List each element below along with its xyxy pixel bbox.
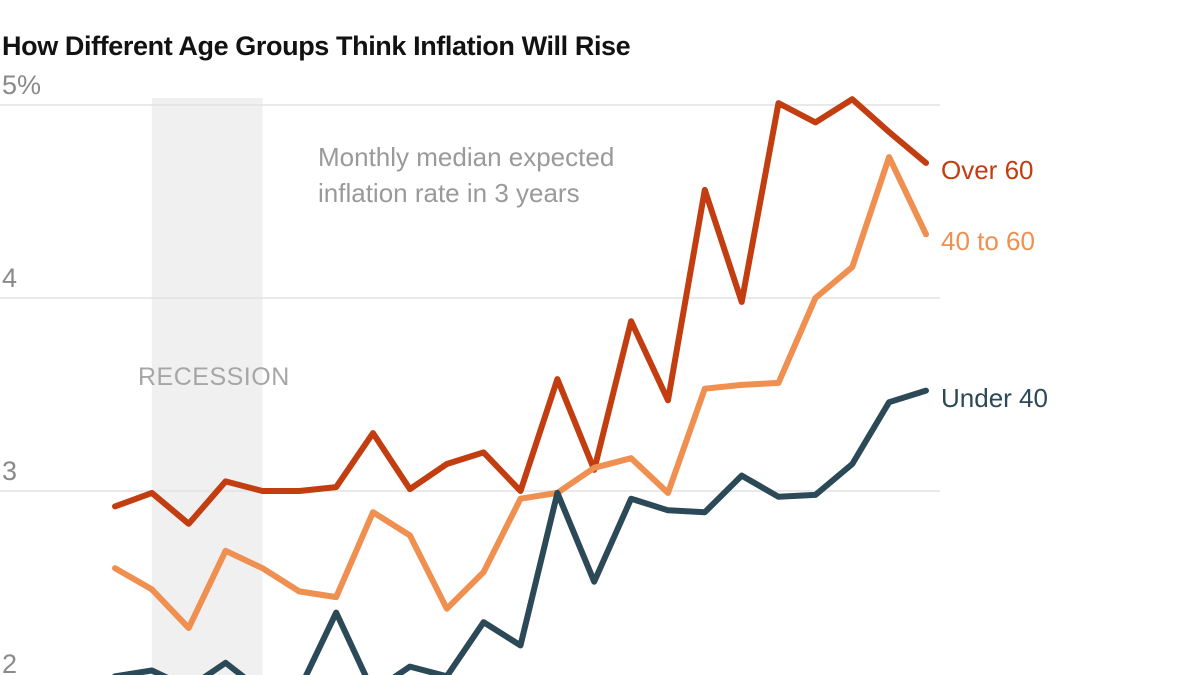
line-under-40 xyxy=(112,387,929,675)
chart-subtitle-annotation: Monthly median expected inflation rate i… xyxy=(318,139,614,211)
y-axis-tick-label-2: 2 xyxy=(2,649,18,675)
y-axis-tick-label-5: 5% xyxy=(2,70,42,100)
y-axis-tick-label-3: 3 xyxy=(2,456,18,486)
recession-band xyxy=(151,98,263,675)
annotation-line-2: inflation rate in 3 years xyxy=(318,178,580,208)
annotation-line-1: Monthly median expected xyxy=(318,142,615,172)
series-label-over-60: Over 60 xyxy=(941,154,1034,185)
y-axis-tick-label-4: 4 xyxy=(2,263,18,293)
series-label-under-40: Under 40 xyxy=(941,382,1048,413)
series-label-40-to-60: 40 to 60 xyxy=(941,226,1035,257)
chart-title: How Different Age Groups Think Inflation… xyxy=(2,31,631,62)
line-over-60 xyxy=(112,96,929,527)
recession-band-label: RECESSION xyxy=(138,363,290,391)
line-40-to-60 xyxy=(112,154,929,631)
